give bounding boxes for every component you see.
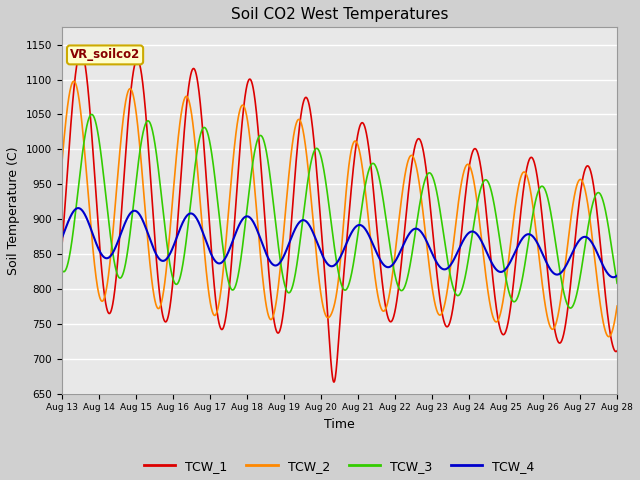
Title: Soil CO2 West Temperatures: Soil CO2 West Temperatures — [230, 7, 448, 22]
Text: VR_soilco2: VR_soilco2 — [70, 48, 140, 61]
Legend: TCW_1, TCW_2, TCW_3, TCW_4: TCW_1, TCW_2, TCW_3, TCW_4 — [140, 455, 540, 478]
X-axis label: Time: Time — [324, 418, 355, 431]
Y-axis label: Soil Temperature (C): Soil Temperature (C) — [7, 146, 20, 275]
